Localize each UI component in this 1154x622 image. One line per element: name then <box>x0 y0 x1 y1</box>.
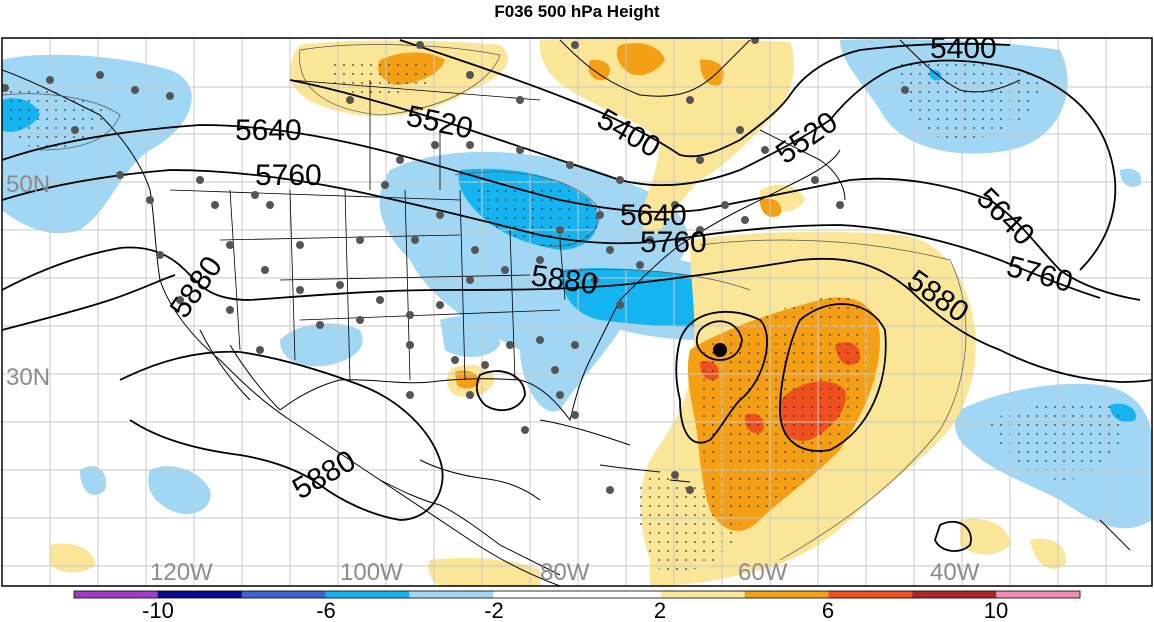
lon-label-60w: 60W <box>738 559 788 586</box>
station-markers <box>2 38 909 494</box>
lon-label-100w: 100W <box>340 559 403 586</box>
height-contours <box>2 39 1152 552</box>
contour-label-5640: 5640 <box>235 114 302 147</box>
map-frame <box>1 37 1153 587</box>
lon-label-40w: 40W <box>930 559 980 586</box>
chart-title: F036 500 hPa Height <box>494 2 660 21</box>
anomaly-contours <box>2 44 967 561</box>
contour-label-5760: 5760 <box>640 226 707 259</box>
state-boundaries <box>169 79 566 381</box>
lon-label-120w: 120W <box>150 559 213 586</box>
graticule <box>2 38 1152 586</box>
lat-label-30n: 30N <box>6 364 50 391</box>
lon-label-80w: 80W <box>540 559 590 586</box>
contour-label-5400: 5400 <box>930 32 997 65</box>
contour-label-5760: 5760 <box>255 159 322 192</box>
graticule-labels: 50N 30N 120W 100W 80W 60W 40W <box>6 171 980 586</box>
contour-label-5640: 5640 <box>620 199 687 232</box>
lat-label-50n: 50N <box>6 171 50 198</box>
